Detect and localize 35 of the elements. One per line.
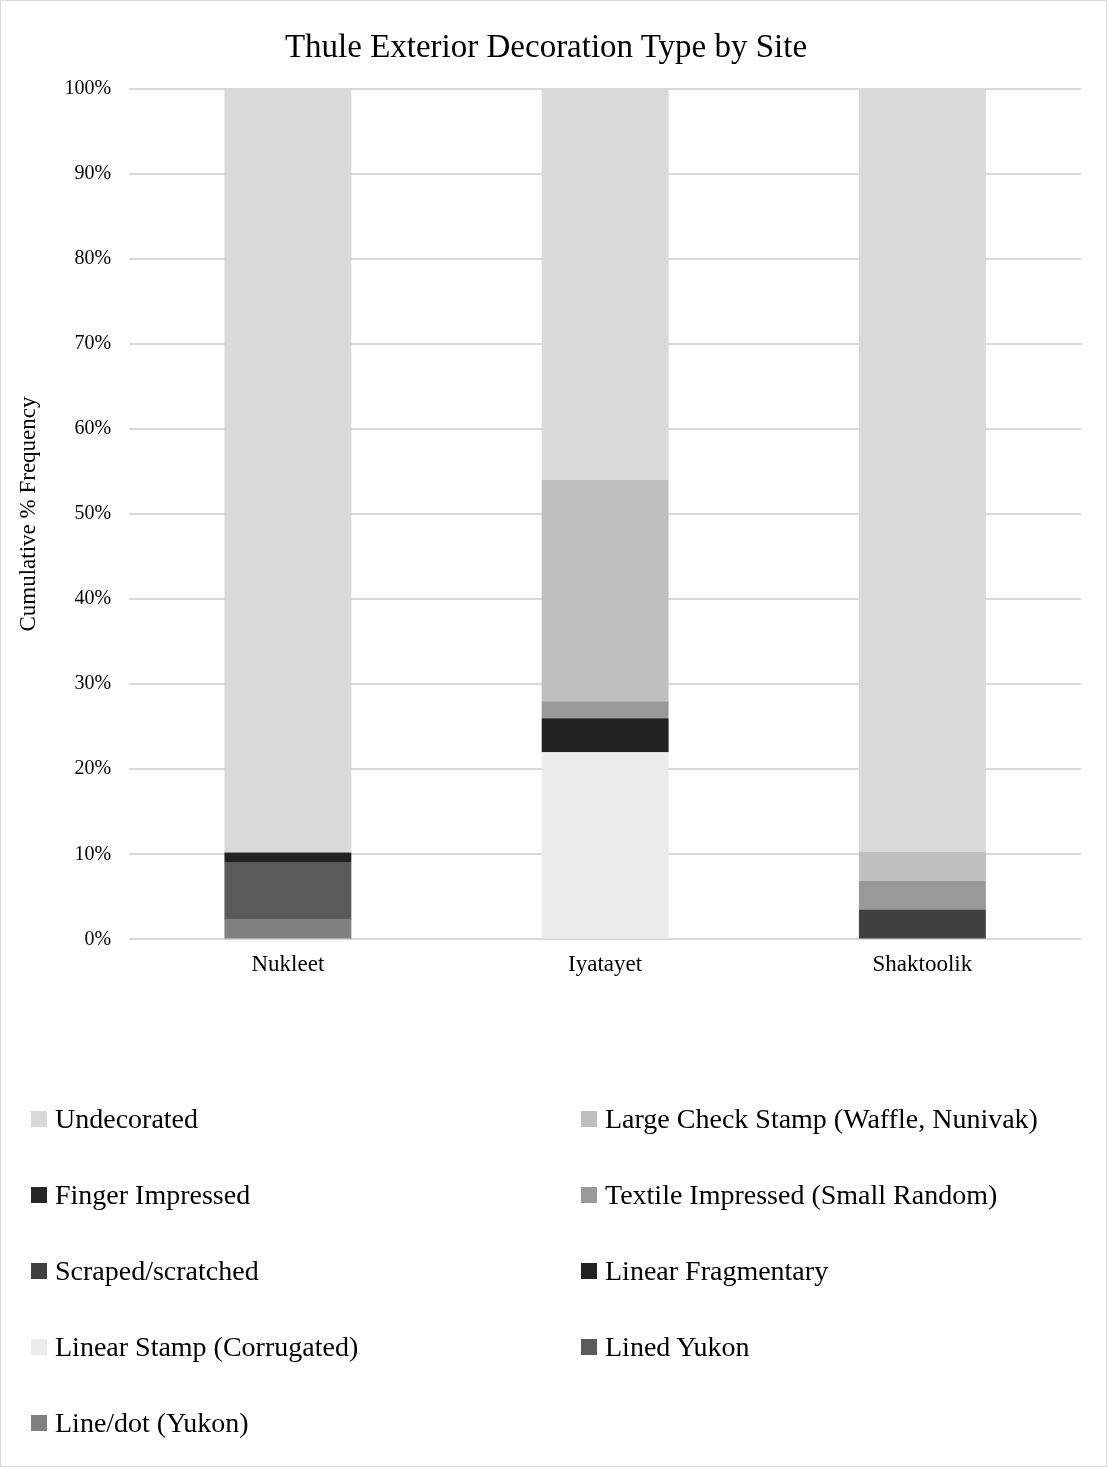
y-tick-label: 10%	[74, 841, 112, 864]
legend-label: Scraped/scratched	[55, 1255, 259, 1287]
legend-label: Linear Fragmentary	[605, 1255, 829, 1287]
x-tick-label: Nukleet	[251, 951, 325, 977]
bar	[224, 862, 352, 920]
x-tick-label: Shaktoolik	[872, 951, 973, 977]
bar	[224, 919, 352, 939]
x-tick-label: Iyatayet	[568, 951, 643, 977]
bar	[224, 852, 352, 863]
y-axis-title: Cumulative % Frequency	[14, 395, 40, 632]
legend-label: Large Check Stamp (Waffle, Nunivak)	[605, 1103, 1038, 1135]
y-tick-label: 90%	[74, 160, 112, 183]
y-tick-label: 30%	[74, 671, 112, 694]
legend-label: Line/dot (Yukon)	[55, 1407, 249, 1439]
bar	[541, 752, 669, 939]
bar	[541, 718, 669, 753]
legend-label: Linear Stamp (Corrugated)	[55, 1331, 359, 1363]
y-tick-label: 50%	[74, 501, 112, 524]
chart-title: Thule Exterior Decoration Type by Site	[284, 28, 808, 65]
legend-label: Lined Yukon	[605, 1331, 750, 1363]
y-tick-label: 70%	[74, 331, 112, 354]
y-tick-label: 0%	[84, 926, 112, 949]
bar	[858, 880, 986, 910]
legend-label: Textile Impressed (Small Random)	[605, 1179, 998, 1211]
bar	[858, 851, 986, 881]
y-tick-label: 40%	[74, 586, 112, 609]
bar	[541, 479, 669, 702]
y-tick-label: 100%	[64, 75, 112, 98]
y-tick-label: 60%	[74, 416, 112, 439]
legend-label: Undecorated	[55, 1103, 199, 1135]
bar	[541, 701, 669, 719]
y-tick-label: 20%	[74, 756, 112, 779]
y-tick-label: 80%	[74, 246, 112, 269]
bar	[858, 909, 986, 939]
legend-label: Finger Impressed	[55, 1179, 251, 1211]
